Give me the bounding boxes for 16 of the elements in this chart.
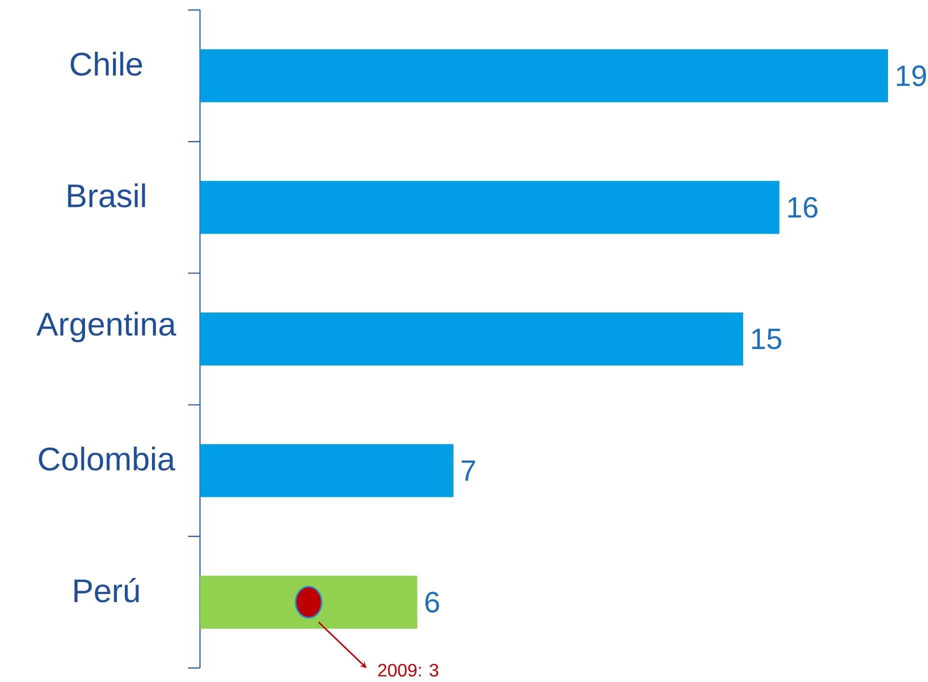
annotation: 2009: 3 [378,664,438,677]
y-tick-label: Chile [70,52,142,76]
bar [200,180,780,234]
data-label: 7 [462,460,476,481]
bar [200,312,744,366]
data-label: 15 [752,328,782,350]
data-label: 6 [425,592,440,613]
bar [200,49,888,102]
y-tick-label: Colombia [38,446,176,471]
data-label: 16 [788,197,818,218]
y-tick-label: Brasil [68,183,145,208]
bar [200,576,418,629]
y-tick-label: Argentina [36,312,176,342]
y-tick-label: Perú [74,578,139,602]
bar [200,444,454,498]
data-label: 19 [896,65,926,86]
